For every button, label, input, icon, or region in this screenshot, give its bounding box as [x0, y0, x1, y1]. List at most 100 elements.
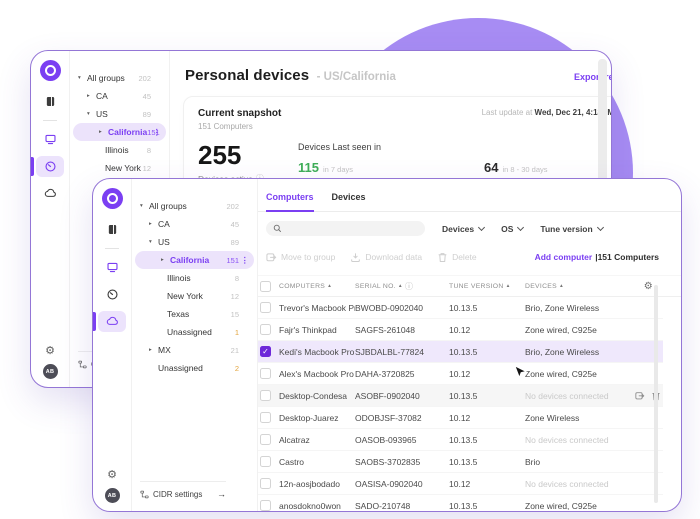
settings-gear-icon[interactable]: ⚙ [45, 345, 55, 357]
cell-serial: ASOBF-0902040 [355, 390, 420, 401]
kebab-menu-icon[interactable]: ⋮ [152, 126, 162, 137]
sort-asc-icon[interactable]: ▴ [328, 283, 332, 289]
cidr-settings-label: CIDR settings [153, 489, 203, 499]
header-devices[interactable]: DEVICES ▴ [525, 282, 564, 290]
header-tune-version[interactable]: TUNE VERSION ▴ [449, 282, 510, 290]
tree-caret-icon[interactable]: ▸ [99, 129, 102, 135]
export-report-link[interactable]: Export report [573, 72, 611, 82]
download-data-button[interactable]: Download data [350, 252, 422, 263]
table-row[interactable]: ✓ Kedi's Macbook Pro SJBDALBL-77824 10.1… [258, 341, 663, 363]
tree-item[interactable]: New York 12 [132, 287, 257, 305]
select-all-checkbox[interactable] [260, 280, 271, 292]
row-checkbox[interactable] [260, 324, 271, 335]
search-box[interactable] [266, 221, 425, 236]
tree-caret-icon[interactable]: ▸ [87, 93, 90, 99]
row-checkbox[interactable] [260, 456, 271, 467]
sort-asc-icon[interactable]: ▴ [559, 283, 564, 289]
tree-caret-icon[interactable]: ▾ [87, 111, 90, 117]
computers-icon[interactable] [36, 129, 64, 150]
devices-active-count: 255 [198, 140, 242, 170]
tree-caret-icon[interactable]: ▾ [149, 239, 152, 245]
tree-item[interactable]: ▸ California 151 ⋮ [135, 251, 254, 269]
avatar[interactable]: AB [42, 364, 58, 379]
cloud-icon[interactable] [93, 311, 126, 332]
header-serial[interactable]: SERIAL NO. ▴ ⓘ [355, 281, 414, 291]
search-input[interactable] [286, 223, 410, 234]
row-checkbox[interactable] [260, 434, 271, 445]
sort-asc-icon[interactable]: ▴ [506, 283, 510, 289]
tree-item[interactable]: ▸ California 151 ⋮ [73, 123, 166, 141]
table-row[interactable]: Desktop-Condesa ASOBF-0902040 10.13.5 No… [258, 385, 663, 407]
info-icon[interactable]: ⓘ [404, 281, 414, 291]
row-checkbox[interactable]: ✓ [260, 346, 271, 357]
cell-devices: No devices connected [525, 478, 609, 489]
app-logo-icon[interactable] [101, 188, 123, 209]
tree-item[interactable]: Illinois 8 [70, 141, 169, 159]
row-checkbox[interactable] [260, 302, 271, 313]
table-row[interactable]: Fajr's Thinkpad SAGFS-261048 10.12 Zone … [258, 319, 663, 341]
tree-item[interactable]: ▸ CA 45 [70, 87, 169, 105]
move-to-group-button[interactable]: Move to group [266, 252, 335, 263]
dashboard-icon[interactable] [98, 284, 126, 305]
docs-icon[interactable] [36, 91, 64, 112]
tree-item-label: New York [105, 163, 141, 173]
app-logo-icon[interactable] [39, 60, 61, 81]
tree-item[interactable]: ▸ CA 45 [132, 215, 257, 233]
header-computers[interactable]: COMPUTERS ▴ [279, 282, 332, 290]
row-checkbox[interactable] [260, 390, 271, 401]
sort-asc-icon[interactable]: ▴ [398, 283, 402, 289]
tree-item[interactable]: Illinois 8 [132, 269, 257, 287]
table-row[interactable]: 12n-aosjbodado OASISA-0902040 10.12 No d… [258, 473, 663, 495]
tree-item-count: 202 [226, 201, 239, 211]
search-icon [273, 224, 282, 233]
tree-caret-icon[interactable]: ▸ [149, 347, 152, 353]
tree-item[interactable]: Unassigned 2 [132, 359, 257, 377]
table-row[interactable]: Desktop-Juarez ODOBJSF-37082 10.12 Zone … [258, 407, 663, 429]
delete-button[interactable]: Delete [437, 252, 477, 263]
tree-item[interactable]: ▾ US 89 [132, 233, 257, 251]
table-row[interactable]: Alex's Macbook Pro DAHA-3720825 10.12 Zo… [258, 363, 663, 385]
tree-item-label: California [108, 127, 148, 137]
tree-item[interactable]: ▾ All groups 202 [132, 197, 257, 215]
computers-icon[interactable] [98, 257, 126, 278]
row-checkbox[interactable] [260, 412, 271, 423]
tree-item[interactable]: Texas 15 [132, 305, 257, 323]
table-row[interactable]: Trevor's Macbook Pro BWOBD-0902040 10.13… [258, 297, 663, 319]
table-row[interactable]: Alcatraz OASOB-093965 10.13.5 No devices… [258, 429, 663, 451]
cidr-settings[interactable]: CIDR settings → [140, 481, 226, 499]
table-row[interactable]: anosdokno0won SADO-210748 10.13.5 Zone w… [258, 495, 663, 511]
column-settings-icon[interactable]: ⚙ [643, 280, 653, 292]
chevron-down-icon [517, 223, 525, 231]
tree-caret-icon[interactable]: ▾ [78, 75, 81, 81]
tree-item[interactable]: Unassigned 1 [132, 323, 257, 341]
tree-caret-icon[interactable]: ▸ [161, 257, 164, 263]
add-computer-button[interactable]: Add computer [534, 252, 593, 262]
tree-caret-icon[interactable]: ▸ [149, 221, 152, 227]
tab-devices[interactable]: Devices [331, 192, 366, 202]
avatar[interactable]: AB [104, 488, 120, 503]
tree-item-label: Unassigned [167, 327, 212, 337]
docs-icon[interactable] [98, 219, 126, 240]
arrow-right-icon[interactable]: → [217, 489, 226, 499]
tree-caret-icon[interactable]: ▾ [140, 203, 143, 209]
table-row[interactable]: Castro SAOBS-3702835 10.13.5 Brio [258, 451, 663, 473]
row-checkbox[interactable] [260, 478, 271, 489]
os-filter-dropdown[interactable]: OS [501, 223, 525, 234]
tree-item[interactable]: ▾ All groups 202 [70, 69, 169, 87]
cloud-icon[interactable] [36, 183, 64, 204]
move-row-icon[interactable] [635, 391, 645, 401]
kebab-menu-icon[interactable]: ⋮ [240, 254, 250, 265]
table-scrollbar[interactable] [654, 285, 658, 503]
row-checkbox[interactable] [260, 368, 271, 379]
tree-item[interactable]: ▾ US 89 [70, 105, 169, 123]
settings-gear-icon[interactable]: ⚙ [107, 469, 117, 481]
cell-devices: Zone Wireless [525, 412, 580, 423]
dashboard-icon[interactable] [31, 156, 64, 177]
tree-item[interactable]: New York 12 [70, 159, 169, 177]
row-checkbox[interactable] [260, 500, 271, 511]
devices-filter-dropdown[interactable]: Devices [442, 223, 486, 234]
tune-version-filter-dropdown[interactable]: Tune version [540, 223, 604, 234]
tree-item[interactable]: ▸ MX 21 [132, 341, 257, 359]
tab-computers[interactable]: Computers [266, 192, 314, 212]
cell-tune-version: 10.13.5 [449, 346, 478, 357]
